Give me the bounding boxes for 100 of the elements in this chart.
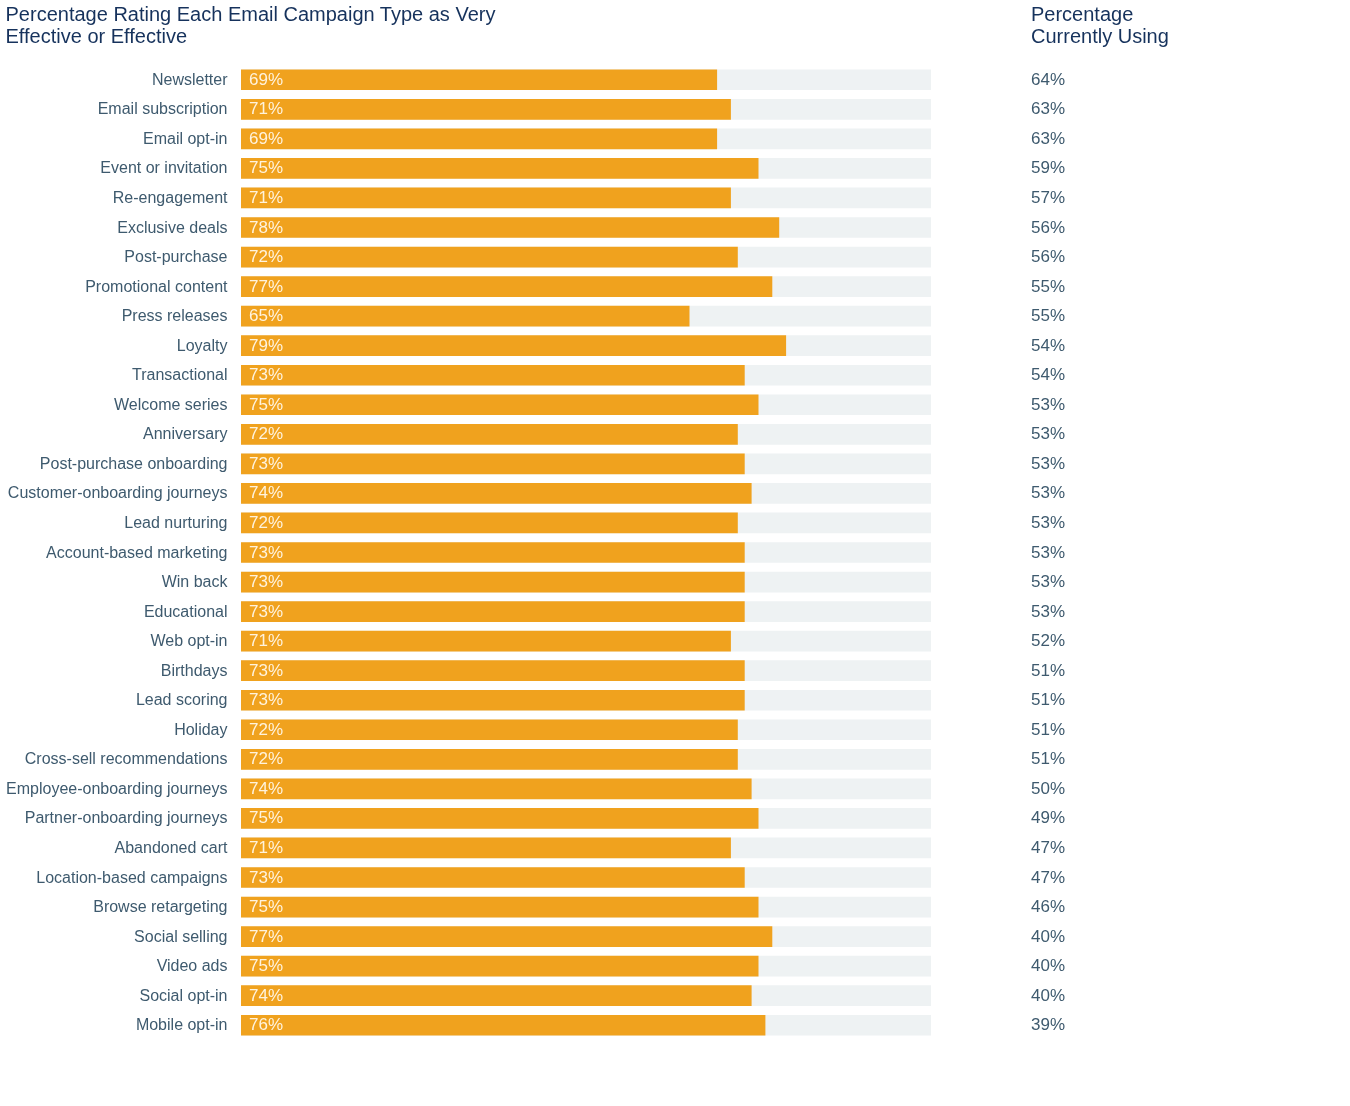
y-tick-label: Email opt-in [143,129,228,147]
data-label: 75% [249,158,284,178]
y-tick-label: Web opt-in [150,632,228,650]
y-tick-label: Press releases [121,307,228,325]
data-label: 47% [1031,837,1066,857]
y-tick-label: Loyalty [176,336,228,354]
y-tick-label: Welcome series [113,395,228,413]
data-label: 53% [1031,424,1066,444]
y-tick-label: Newsletter [151,70,229,88]
y-tick-label: Re-engagement [112,188,229,206]
data-label: 57% [1031,187,1066,207]
data-label: 56% [1031,247,1066,267]
data-label: 72% [249,512,284,532]
y-tick-label: Video ads [156,957,228,975]
data-label: 72% [249,749,284,769]
data-label: 53% [1031,453,1066,473]
data-label: 77% [249,276,284,296]
data-label: 55% [1031,306,1066,326]
data-label: 73% [249,542,284,562]
y-tick-label: Birthdays [160,661,228,679]
y-tick-label: Account-based marketing [46,543,228,561]
y-tick-label: Social opt-in [139,986,228,1004]
y-tick-label: Exclusive deals [117,218,228,236]
data-label: 73% [249,572,284,592]
data-label: 49% [1031,808,1066,828]
data-label: 76% [249,1015,284,1035]
data-label: 55% [1031,276,1066,296]
data-label: 71% [249,837,284,857]
y-tick-label: Customer-onboarding journeys [7,484,228,502]
data-label: 56% [1031,217,1066,237]
data-label: 51% [1031,660,1066,680]
data-label: 53% [1031,601,1066,621]
data-label: 40% [1031,985,1066,1005]
y-tick-label: Promotional content [85,277,229,295]
text: Percentage Currently Using [1031,3,1169,47]
y-tick-label: Post-purchase onboarding [39,454,228,472]
y-tick-label: Lead scoring [135,691,228,709]
data-label: 54% [1031,335,1066,355]
data-label: 75% [249,897,284,917]
y-tick-label: Abandoned cart [114,838,229,856]
data-label: 51% [1031,690,1066,710]
data-label: 53% [1031,572,1066,592]
data-label: 51% [1031,749,1066,769]
data-label: 73% [249,690,284,710]
y-tick-label: Email subscription [97,100,228,118]
y-tick-label: Employee-onboarding journeys [6,779,228,797]
y-tick-label: Transactional [132,366,228,384]
y-tick-label: Lead nurturing [124,513,228,531]
chart-title: Percentage Rating Each Email Campaign Type as Very Effective or Effective [5,3,496,47]
data-label: 75% [249,808,284,828]
y-tick-label: Cross-sell recommendations [24,750,228,768]
data-label: 51% [1031,719,1066,739]
data-label: 74% [249,778,284,798]
data-label: 78% [249,217,284,237]
data-label: 72% [249,719,284,739]
y-tick-label: Location-based campaigns [36,868,228,886]
data-label: 77% [249,926,284,946]
data-label: 53% [1031,394,1066,414]
data-label: 79% [249,335,284,355]
data-label: 59% [1031,158,1066,178]
data-label: 73% [249,660,284,680]
data-label: 71% [249,99,284,119]
y-tick-label: Partner-onboarding journeys [24,809,228,827]
data-label: 53% [1031,483,1066,503]
data-label: 63% [1031,99,1066,119]
y-tick-label: Social selling [134,927,228,945]
data-label: 69% [249,69,284,89]
data-label: 65% [249,306,284,326]
y-tick-label: Mobile opt-in [135,1016,228,1034]
y-tick-label: Holiday [174,720,228,738]
y-tick-label: Browse retargeting [93,898,228,916]
data-label: 46% [1031,897,1066,917]
data-label: 40% [1031,926,1066,946]
data-label: 73% [249,601,284,621]
data-label: 39% [1031,1015,1066,1035]
y-tick-label: Win back [161,573,229,591]
data-label: 73% [249,867,284,887]
y-tick-label: Event or invitation [100,159,228,177]
data-label: 72% [249,424,284,444]
data-label: 63% [1031,128,1066,148]
data-label: 54% [1031,365,1066,385]
y-tick-label: Anniversary [143,425,228,443]
data-label: 52% [1031,631,1066,651]
data-label: 40% [1031,956,1066,976]
data-label: 69% [249,128,284,148]
data-label: 50% [1031,778,1066,798]
data-label: 53% [1031,542,1066,562]
data-label: 47% [1031,867,1066,887]
data-label: 71% [249,187,284,207]
data-label: 74% [249,483,284,503]
data-label: 72% [249,247,284,267]
y-tick-label: Post-purchase [124,248,228,266]
data-label: 64% [1031,69,1066,89]
data-label: 75% [249,956,284,976]
data-label: 73% [249,453,284,473]
data-label: 53% [1031,512,1066,532]
data-label: 71% [249,631,284,651]
data-label: 73% [249,365,284,385]
data-label: 75% [249,394,284,414]
y-tick-label: Educational [143,602,228,620]
